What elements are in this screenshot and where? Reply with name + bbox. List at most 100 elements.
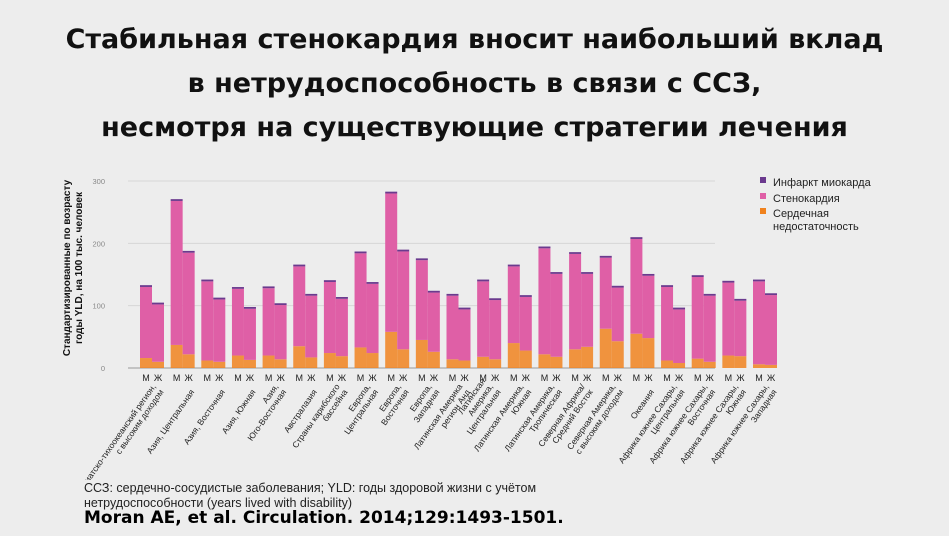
bar-segment-heart-failure xyxy=(293,346,306,368)
legend-swatch xyxy=(760,208,766,214)
bar-segment-angina xyxy=(231,288,244,356)
bar-segment-myocardial-infarction xyxy=(489,298,502,301)
bar-segment-heart-failure xyxy=(507,343,520,368)
bar-segment-heart-failure xyxy=(305,357,318,368)
bar-segment-heart-failure xyxy=(262,355,275,368)
sex-label: Ж xyxy=(491,373,500,383)
bar-segment-angina xyxy=(262,288,275,356)
bar-female xyxy=(703,293,716,368)
bar-segment-heart-failure xyxy=(385,331,398,368)
sex-label: М xyxy=(387,373,395,383)
sex-label: М xyxy=(234,373,242,383)
bar-segment-myocardial-infarction xyxy=(385,191,398,194)
citation: Moran AE, et al. Circulation. 2014;129:1… xyxy=(84,508,564,528)
sex-label: М xyxy=(142,373,150,383)
bar-segment-heart-failure xyxy=(519,350,532,368)
title-line-2: в нетрудоспособность в связи с ССЗ, xyxy=(187,68,762,99)
bar-segment-myocardial-infarction xyxy=(182,250,195,253)
bar-segment-heart-failure xyxy=(446,359,459,368)
bar-segment-heart-failure xyxy=(397,349,410,368)
bar-segment-myocardial-infarction xyxy=(661,285,674,287)
bar-segment-heart-failure xyxy=(231,355,244,368)
bar-segment-angina xyxy=(415,260,428,340)
bar-female xyxy=(642,273,655,368)
bar-segment-angina xyxy=(385,193,398,332)
bar-female xyxy=(213,297,226,368)
bar-segment-angina xyxy=(569,253,582,350)
legend-label: Инфаркт миокарда xyxy=(773,177,872,189)
bar-segment-myocardial-infarction xyxy=(262,286,275,289)
slide-title: Стабильная стенокардия вносит наибольший… xyxy=(0,18,949,150)
legend-item: Стенокардия xyxy=(760,193,840,205)
bar-male xyxy=(477,279,490,368)
bar-segment-myocardial-infarction xyxy=(293,264,306,267)
sex-label: Ж xyxy=(614,373,623,383)
sex-label: Ж xyxy=(583,373,592,383)
bar-segment-angina xyxy=(201,281,214,361)
bar-segment-angina xyxy=(182,252,195,355)
bar-segment-myocardial-infarction xyxy=(599,255,612,258)
bar-female xyxy=(243,306,256,368)
bar-female xyxy=(489,298,502,368)
bar-segment-angina xyxy=(507,266,520,344)
bar-segment-angina xyxy=(458,309,471,361)
bar-segment-myocardial-infarction xyxy=(446,293,459,296)
bar-segment-heart-failure xyxy=(366,353,379,368)
bar-segment-heart-failure xyxy=(734,356,747,368)
bar-segment-myocardial-infarction xyxy=(335,297,348,299)
bar-segment-myocardial-infarction xyxy=(354,251,367,254)
bar-female xyxy=(397,249,410,368)
bar-female xyxy=(519,295,532,368)
bar-segment-myocardial-infarction xyxy=(703,293,716,296)
bar-segment-heart-failure xyxy=(152,361,164,368)
bar-male xyxy=(722,280,735,368)
legend: Инфаркт миокарда Стенокардия Сердечная недо… xyxy=(760,177,872,233)
sex-label: М xyxy=(357,373,365,383)
bar-female xyxy=(458,307,471,368)
bar-segment-angina xyxy=(243,308,256,360)
bar-female xyxy=(335,297,348,368)
bar-segment-myocardial-infarction xyxy=(231,287,244,289)
bar-segment-heart-failure xyxy=(201,360,214,368)
sex-label: М xyxy=(326,373,334,383)
bar-segment-heart-failure xyxy=(243,359,256,368)
bar-female xyxy=(366,282,379,368)
bar-segment-angina xyxy=(661,286,674,361)
bar-male xyxy=(354,251,367,368)
y-axis-title: Стандартизированные по возрасту годы YLD,… xyxy=(62,179,85,356)
bar-female xyxy=(305,293,318,368)
bar-segment-heart-failure xyxy=(599,328,612,368)
sex-label: Ж xyxy=(644,373,653,383)
bar-segment-heart-failure xyxy=(182,354,195,368)
bar-segment-angina xyxy=(293,266,306,347)
sex-label: М xyxy=(510,373,518,383)
sex-label: Ж xyxy=(338,373,347,383)
sex-label: Ж xyxy=(522,373,531,383)
bar-segment-myocardial-infarction xyxy=(274,303,287,306)
bar-segment-heart-failure xyxy=(630,333,643,368)
legend-swatch xyxy=(760,177,766,183)
bar-segment-angina xyxy=(489,300,502,360)
legend-label: Сердечная недостаточность xyxy=(773,208,859,233)
legend-item: Инфаркт миокарда xyxy=(760,177,872,189)
sex-label: М xyxy=(725,373,733,383)
bar-segment-angina xyxy=(427,292,440,352)
bar-male xyxy=(140,285,152,368)
region-label: Азия,Юго-Восточная xyxy=(238,382,289,443)
sex-label: Ж xyxy=(460,373,469,383)
y-axis-title-line: годы YLD, на 100 тыс. человек xyxy=(74,191,85,344)
bar-segment-myocardial-infarction xyxy=(734,298,747,301)
bar-segment-angina xyxy=(140,286,152,359)
bar-female xyxy=(274,303,287,368)
bar-segment-angina xyxy=(397,251,410,350)
sex-label: Ж xyxy=(706,373,715,383)
y-tick-label: 0 xyxy=(101,364,105,373)
bar-male xyxy=(507,264,520,368)
bar-segment-angina xyxy=(446,295,459,360)
sex-label: М xyxy=(449,373,457,383)
sex-label: М xyxy=(418,373,426,383)
bar-male xyxy=(630,237,643,368)
bar-segment-angina xyxy=(753,281,765,365)
bars xyxy=(140,191,777,368)
bar-segment-myocardial-infarction xyxy=(477,279,490,282)
